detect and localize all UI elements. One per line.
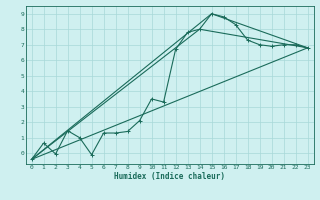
X-axis label: Humidex (Indice chaleur): Humidex (Indice chaleur): [114, 172, 225, 181]
